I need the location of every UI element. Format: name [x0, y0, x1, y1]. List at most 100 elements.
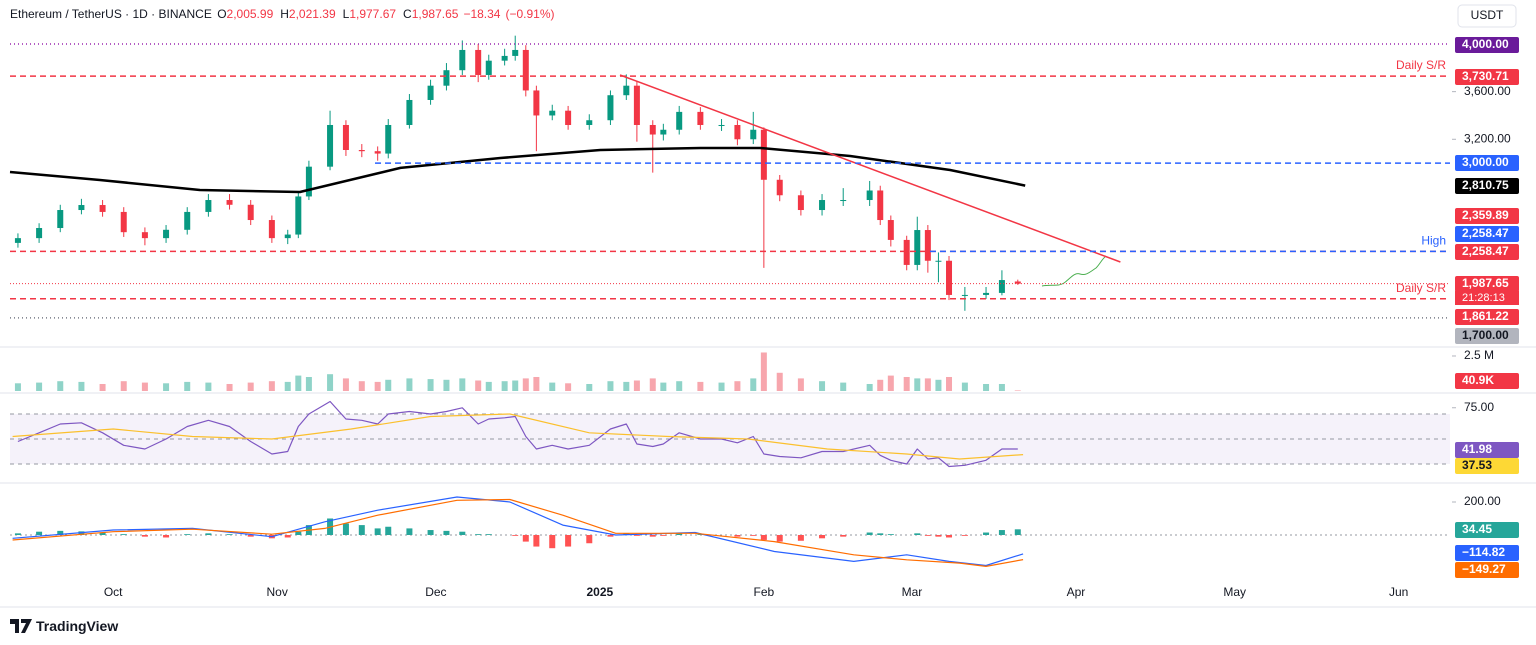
candle-body	[406, 99, 413, 125]
macd-histogram-bar	[226, 534, 233, 535]
candle-body	[459, 49, 466, 71]
macd-histogram-bar	[565, 535, 572, 547]
price-tag-label: 1,987.65	[1462, 276, 1509, 290]
price-tag-label: 3,730.71	[1462, 69, 1509, 83]
volume-bar	[226, 383, 233, 391]
currency[interactable]: USDT	[1471, 8, 1504, 22]
candle-body	[57, 210, 64, 229]
candle-body	[549, 110, 556, 116]
candle-body	[36, 228, 43, 239]
volume-bar	[374, 381, 381, 391]
candle-body	[205, 200, 212, 212]
volume-bar	[533, 376, 540, 391]
candle-body	[866, 190, 873, 201]
candle-body	[268, 220, 275, 239]
macd-histogram-bar	[760, 535, 767, 540]
candle-body	[295, 196, 302, 235]
price-tag-label: 34.45	[1462, 522, 1492, 536]
price-tag-label: −149.27	[1462, 562, 1506, 576]
volume-bar	[512, 380, 519, 391]
candle-body	[946, 260, 953, 295]
volume-bar	[36, 382, 43, 391]
x-tick-label: Feb	[754, 585, 775, 599]
level-label: Daily S/R	[1396, 58, 1446, 72]
volume-bar	[840, 382, 847, 391]
price-tag-label: 2,258.47	[1462, 226, 1509, 240]
volume-bar	[443, 379, 450, 391]
volume-bar	[676, 381, 683, 391]
candle-body	[305, 166, 312, 197]
macd-histogram-bar	[459, 531, 466, 535]
volume-bar	[946, 376, 953, 391]
candle-body	[385, 124, 392, 154]
macd-histogram-bar	[660, 535, 667, 536]
volume-bar	[998, 383, 1005, 391]
macd-histogram-bar	[512, 535, 519, 536]
volume-bar	[57, 381, 64, 391]
candle-body	[443, 70, 450, 86]
price-tag	[1455, 226, 1519, 242]
candle-body	[718, 124, 725, 126]
volume-bar	[427, 379, 434, 391]
candle-body	[623, 85, 630, 96]
volume-bar	[914, 378, 921, 391]
macd-histogram-bar	[374, 528, 381, 535]
currency-button[interactable]	[1457, 4, 1517, 28]
x-tick-label: Jun	[1389, 585, 1408, 599]
ohlc-value: 2,005.99	[226, 7, 274, 21]
macd-histogram-bar	[866, 532, 873, 535]
candle-body	[14, 238, 21, 243]
price-tag-label: −114.82	[1462, 545, 1505, 559]
price-tag	[1455, 328, 1519, 344]
volume-bar	[866, 383, 873, 391]
volume-bar	[485, 381, 492, 391]
macd-histogram-bar	[935, 535, 942, 537]
volume-bar	[819, 381, 826, 391]
macd-histogram-bar	[14, 533, 21, 535]
volume-bar	[14, 383, 21, 391]
volume-bar	[284, 381, 291, 391]
level-label: Daily S/R	[1396, 281, 1446, 295]
price-tag	[1455, 69, 1519, 85]
candle-body	[374, 151, 381, 154]
volume-bar	[141, 382, 148, 391]
volume-bar	[522, 378, 529, 391]
legend-header: Ethereum / TetherUS · 1D · BINANCE O2,00…	[10, 7, 560, 21]
candle-body	[485, 60, 492, 75]
price-tag	[1455, 155, 1519, 171]
volume-bar	[78, 381, 85, 391]
volume-bar	[797, 378, 804, 391]
forecast-path	[1041, 255, 1107, 287]
macd-histogram-bar	[549, 535, 556, 549]
macd-histogram-bar	[633, 535, 640, 536]
y-tick-label: 75.00	[1464, 400, 1494, 414]
price-tag	[1455, 442, 1519, 458]
volume-bar	[205, 382, 212, 391]
candle-body	[935, 260, 942, 262]
macd-histogram-bar	[284, 535, 291, 538]
price-tag	[1455, 309, 1519, 325]
volume-bar	[501, 381, 508, 391]
candle-body	[840, 200, 847, 202]
macd-histogram-bar	[342, 523, 349, 535]
price-tag-label: 2,258.47	[1462, 244, 1509, 258]
y-tick-label: 3,200.00	[1464, 131, 1511, 145]
ohlc-key: C	[403, 7, 412, 21]
volume-bar	[247, 382, 254, 391]
candle-body	[983, 292, 990, 295]
macd-histogram-bar	[533, 535, 540, 547]
price-tag-label: 2,359.89	[1462, 208, 1509, 222]
volume-bar	[924, 378, 931, 391]
candle-body	[633, 85, 640, 125]
level-label: High	[1421, 234, 1446, 248]
macd-histogram-bar	[385, 526, 392, 535]
macd-histogram-bar	[120, 534, 127, 535]
macd-histogram-bar	[776, 535, 783, 542]
candle-body	[750, 129, 757, 140]
volume-bar	[120, 381, 127, 391]
brand-logo	[10, 619, 32, 633]
macd-histogram-bar	[295, 531, 302, 535]
price-tag-label: 4,000.00	[1462, 37, 1509, 51]
x-tick-label: Oct	[104, 585, 123, 599]
